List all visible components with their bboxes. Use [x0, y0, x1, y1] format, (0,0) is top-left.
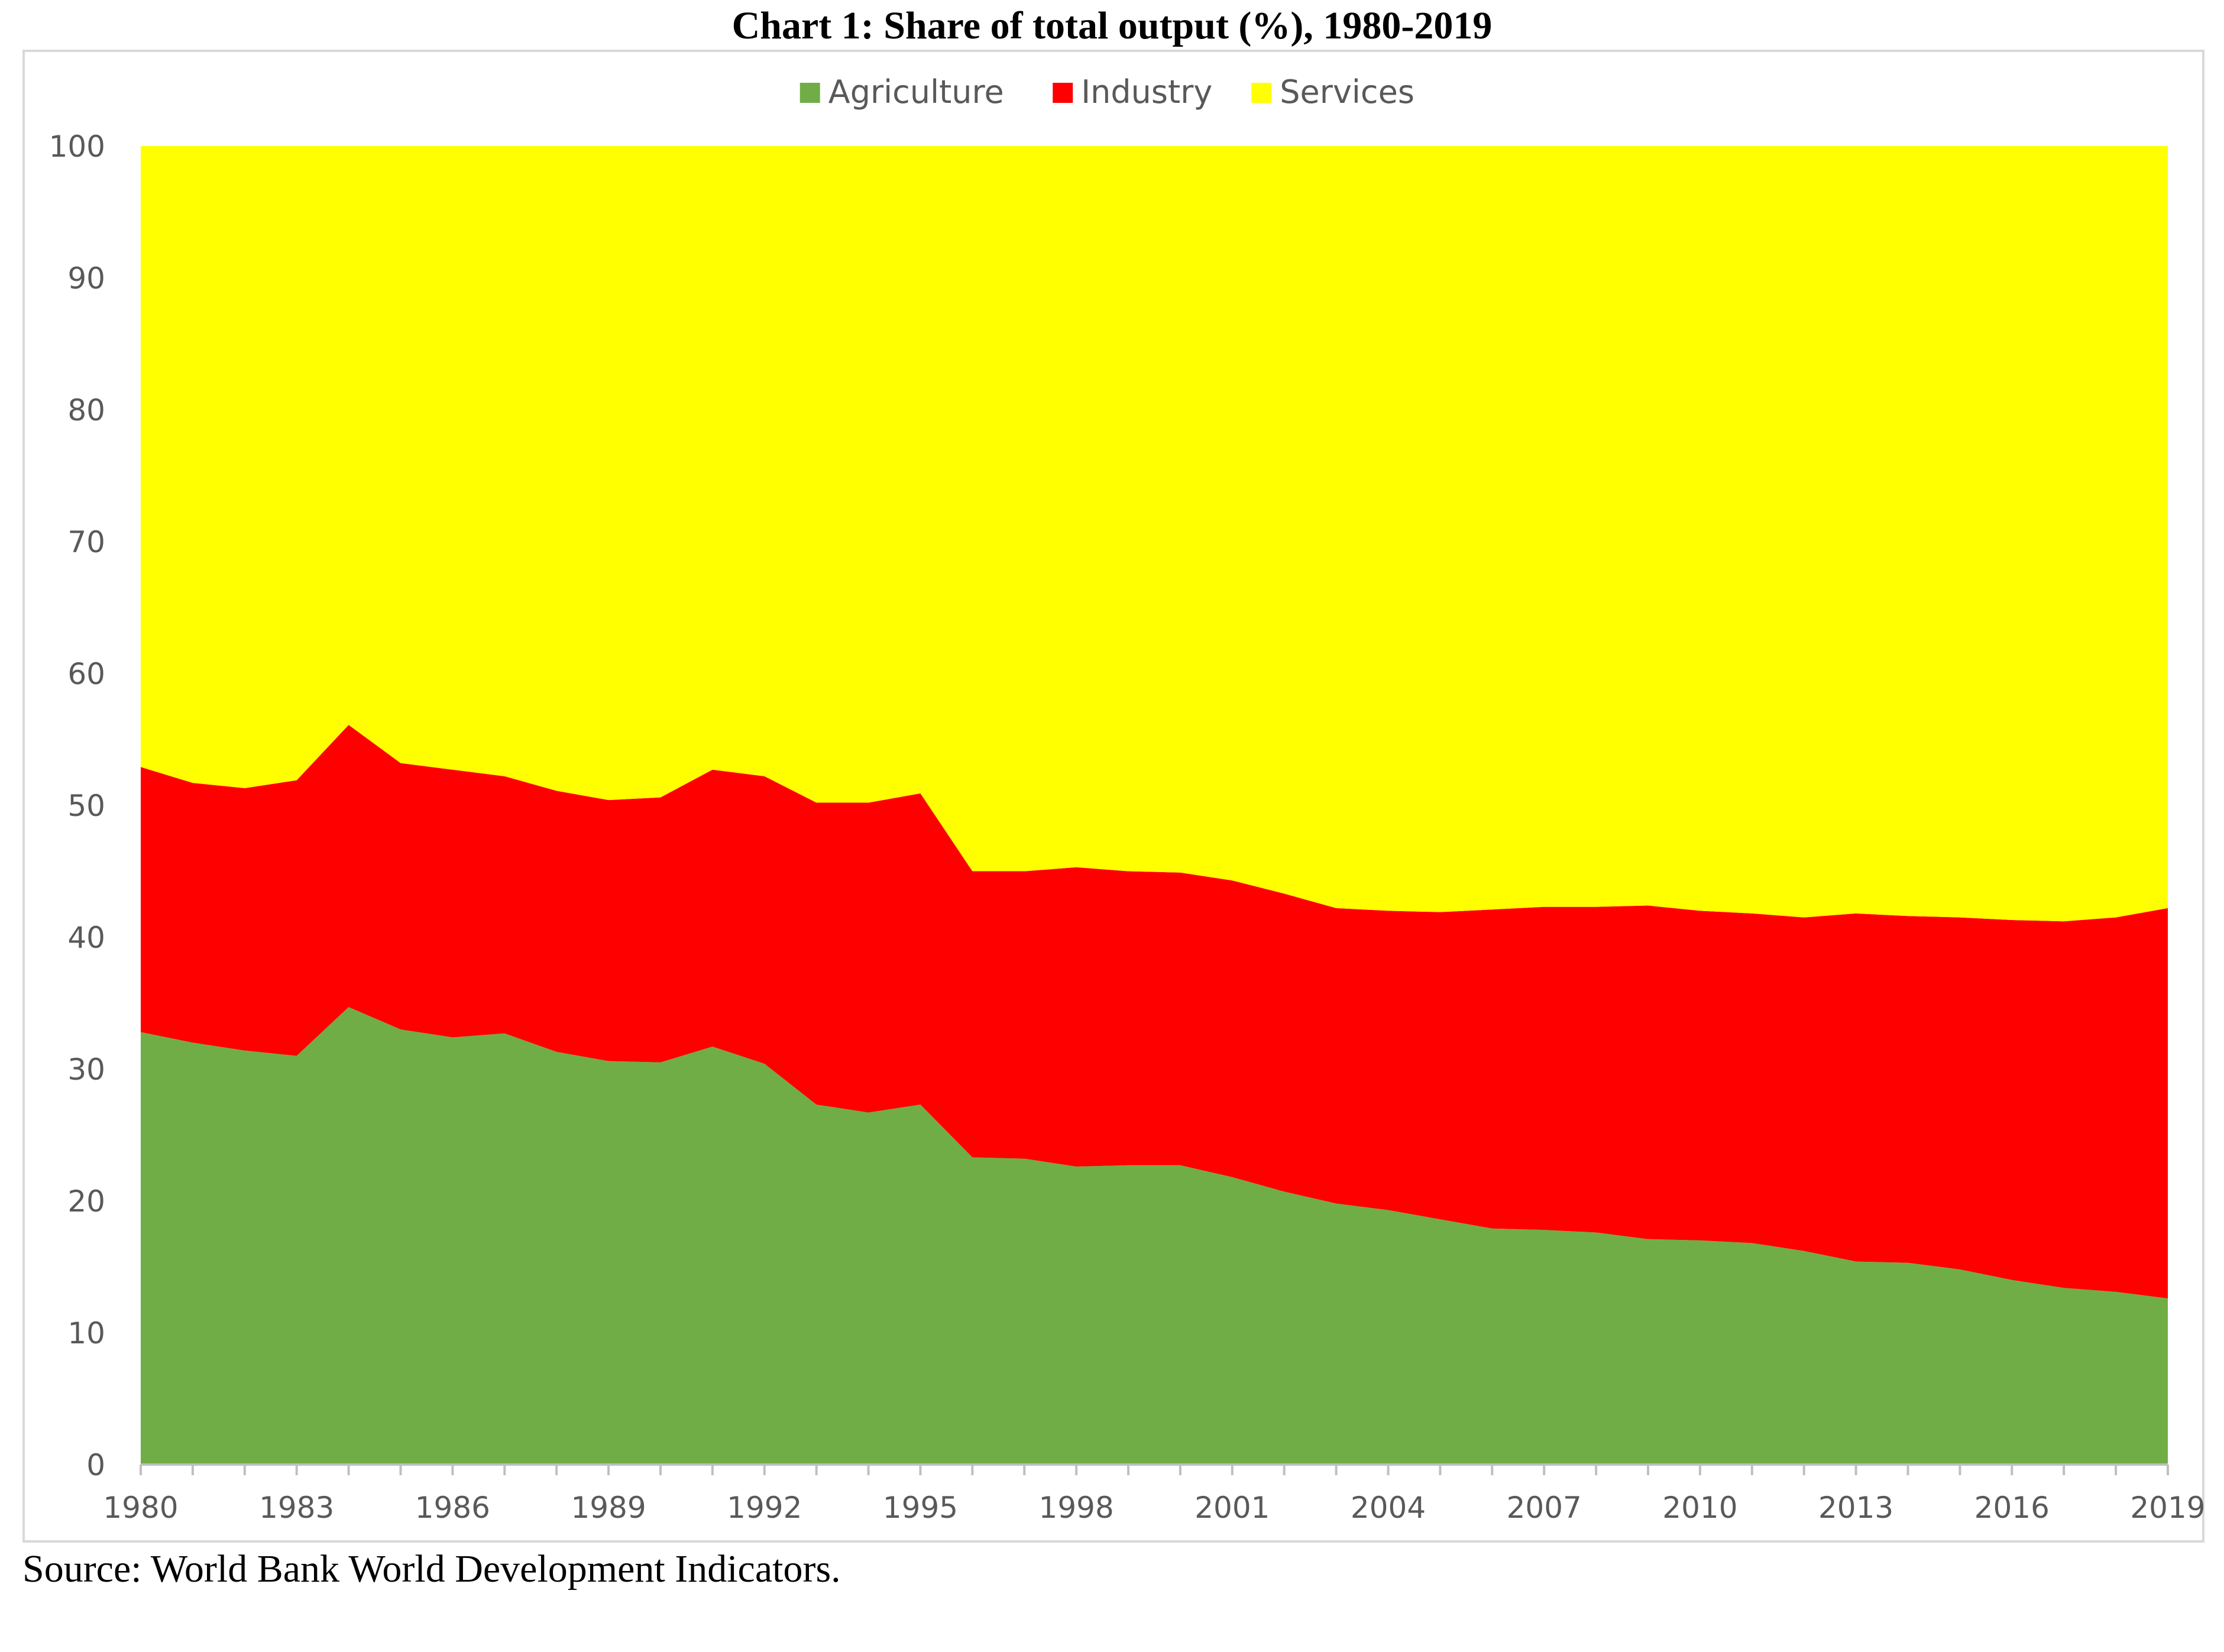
y-tick-label: 60 — [67, 657, 105, 691]
area-agriculture — [141, 1007, 2168, 1465]
legend-label-agriculture: Agriculture — [828, 73, 1004, 111]
y-tick-label: 100 — [49, 129, 105, 164]
x-tick-label: 2007 — [1507, 1491, 1582, 1525]
x-tick-label: 1980 — [103, 1491, 178, 1525]
chart-title: Chart 1: Share of total output (%), 1980… — [731, 4, 1493, 47]
x-tick-label: 2010 — [1662, 1491, 1737, 1525]
y-tick-label: 70 — [67, 525, 105, 559]
x-tick-label: 1989 — [571, 1491, 646, 1525]
area-services — [141, 146, 2168, 922]
area-industry — [141, 725, 2168, 1298]
legend-swatch-industry — [1053, 83, 1073, 103]
legend-label-services: Services — [1280, 73, 1414, 111]
x-tick-label: 1986 — [415, 1491, 490, 1525]
x-tick-label: 1992 — [727, 1491, 802, 1525]
y-tick-label: 50 — [67, 789, 105, 823]
x-tick-label: 2016 — [1974, 1491, 2050, 1525]
y-tick-label: 40 — [67, 921, 105, 955]
legend-label-industry: Industry — [1081, 73, 1212, 111]
source-note: Source: World Bank World Development Ind… — [22, 1547, 841, 1591]
x-tick-label: 1983 — [259, 1491, 334, 1525]
legend-swatch-services — [1251, 83, 1272, 103]
x-tick-label: 2019 — [2130, 1491, 2205, 1525]
x-tick-label: 2001 — [1194, 1491, 1270, 1525]
y-tick-label: 0 — [86, 1448, 105, 1482]
y-tick-label: 20 — [67, 1184, 105, 1219]
y-tick-label: 80 — [67, 393, 105, 427]
legend-swatch-agriculture — [799, 83, 820, 103]
x-tick-label: 2004 — [1351, 1491, 1426, 1525]
x-tick-label: 1998 — [1039, 1491, 1114, 1525]
y-tick-label: 10 — [67, 1316, 105, 1350]
x-tick-label: 2013 — [1818, 1491, 1893, 1525]
y-tick-label: 90 — [67, 261, 105, 296]
x-tick-label: 1995 — [883, 1491, 958, 1525]
chart-frame — [22, 50, 2204, 1543]
y-tick-label: 30 — [67, 1052, 105, 1087]
